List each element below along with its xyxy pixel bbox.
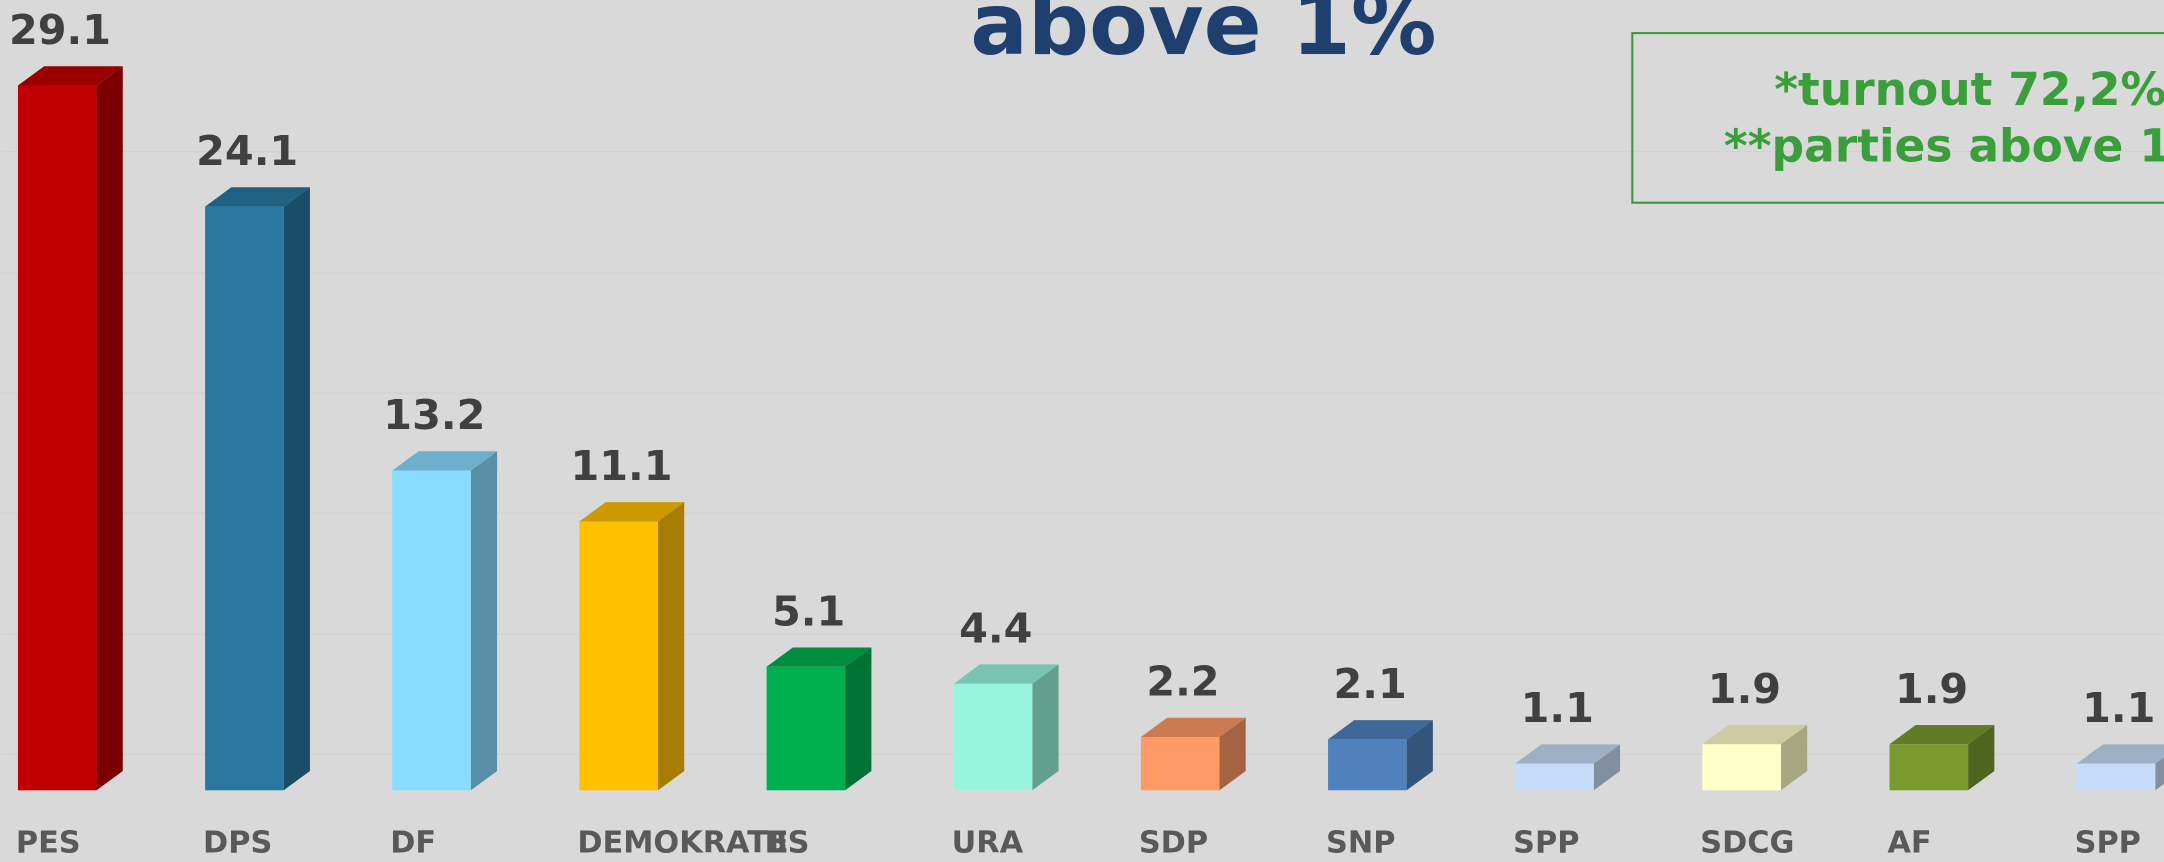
x-tick-label: PES xyxy=(16,826,81,861)
value-label: 1.1 xyxy=(2082,684,2155,732)
bar-side xyxy=(470,451,498,791)
value-label: 1.1 xyxy=(1521,684,1594,732)
x-tick-label: DEMOKRATE xyxy=(577,826,788,861)
x-tick-label: SDP xyxy=(1139,826,1208,861)
bar-top xyxy=(953,664,1059,684)
chart-title: above 1% xyxy=(970,0,1436,75)
bar-top xyxy=(766,647,872,667)
value-label: 11.1 xyxy=(570,442,672,490)
x-tick-label: DPS xyxy=(203,826,272,861)
x-tick-label: DF xyxy=(390,826,436,861)
bar xyxy=(1515,763,1594,791)
bar-top xyxy=(1328,720,1433,740)
bar-side xyxy=(1406,720,1433,791)
bar-top xyxy=(17,66,123,86)
bar-side xyxy=(1968,724,1995,791)
bar xyxy=(2076,763,2156,791)
x-tick-label: AF xyxy=(1887,826,1931,861)
value-label: 4.4 xyxy=(959,604,1032,652)
bar xyxy=(766,666,846,791)
annotation: *turnout 72,2% xyxy=(1774,63,2164,116)
x-tick-label: SPP xyxy=(2075,826,2141,861)
bar-top xyxy=(392,451,498,471)
x-tick-label: URA xyxy=(952,826,1024,861)
bar-side xyxy=(1219,717,1246,791)
bar xyxy=(1889,744,1969,791)
value-label: 24.1 xyxy=(196,127,298,175)
value-label: 1.9 xyxy=(1895,665,1968,713)
x-tick-label: SPP xyxy=(1513,826,1579,861)
bar-side xyxy=(1032,664,1059,791)
bar xyxy=(1702,744,1781,791)
grid xyxy=(0,151,2164,756)
bar xyxy=(1328,739,1407,791)
value-label: 29.1 xyxy=(9,6,111,54)
bar-top xyxy=(1140,717,1246,737)
bar-side xyxy=(2155,757,2164,791)
annotation-box xyxy=(1631,32,2164,204)
value-label: 5.1 xyxy=(772,587,845,635)
bar-top xyxy=(2076,744,2164,764)
bar-top xyxy=(205,187,310,207)
bar-top xyxy=(1702,724,1808,745)
bar-top xyxy=(1515,744,1621,764)
bar-side xyxy=(658,502,685,791)
bar-side xyxy=(1780,724,1808,791)
annotation: **parties above 1% xyxy=(1724,119,2164,172)
value-label: 13.2 xyxy=(383,391,485,439)
bar-side xyxy=(283,187,310,791)
x-tick-label: BS xyxy=(765,826,810,861)
bar xyxy=(205,206,284,791)
bar-side xyxy=(845,647,872,791)
bar xyxy=(953,683,1033,791)
bar-side xyxy=(1593,744,1621,791)
bar xyxy=(579,521,659,791)
bar xyxy=(1140,736,1220,791)
x-tick-label: SNP xyxy=(1326,826,1395,861)
bar-top xyxy=(579,502,685,522)
bar-side xyxy=(96,66,123,791)
x-tick-label: SDCG xyxy=(1700,826,1794,861)
bar-top xyxy=(1889,724,1995,745)
bar xyxy=(392,470,471,791)
bar xyxy=(17,85,97,791)
value-label: 1.9 xyxy=(1708,665,1781,713)
value-label: 2.1 xyxy=(1333,660,1406,708)
value-label: 2.2 xyxy=(1146,658,1219,706)
